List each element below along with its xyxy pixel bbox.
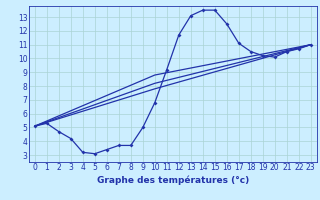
- X-axis label: Graphe des températures (°c): Graphe des températures (°c): [97, 175, 249, 185]
